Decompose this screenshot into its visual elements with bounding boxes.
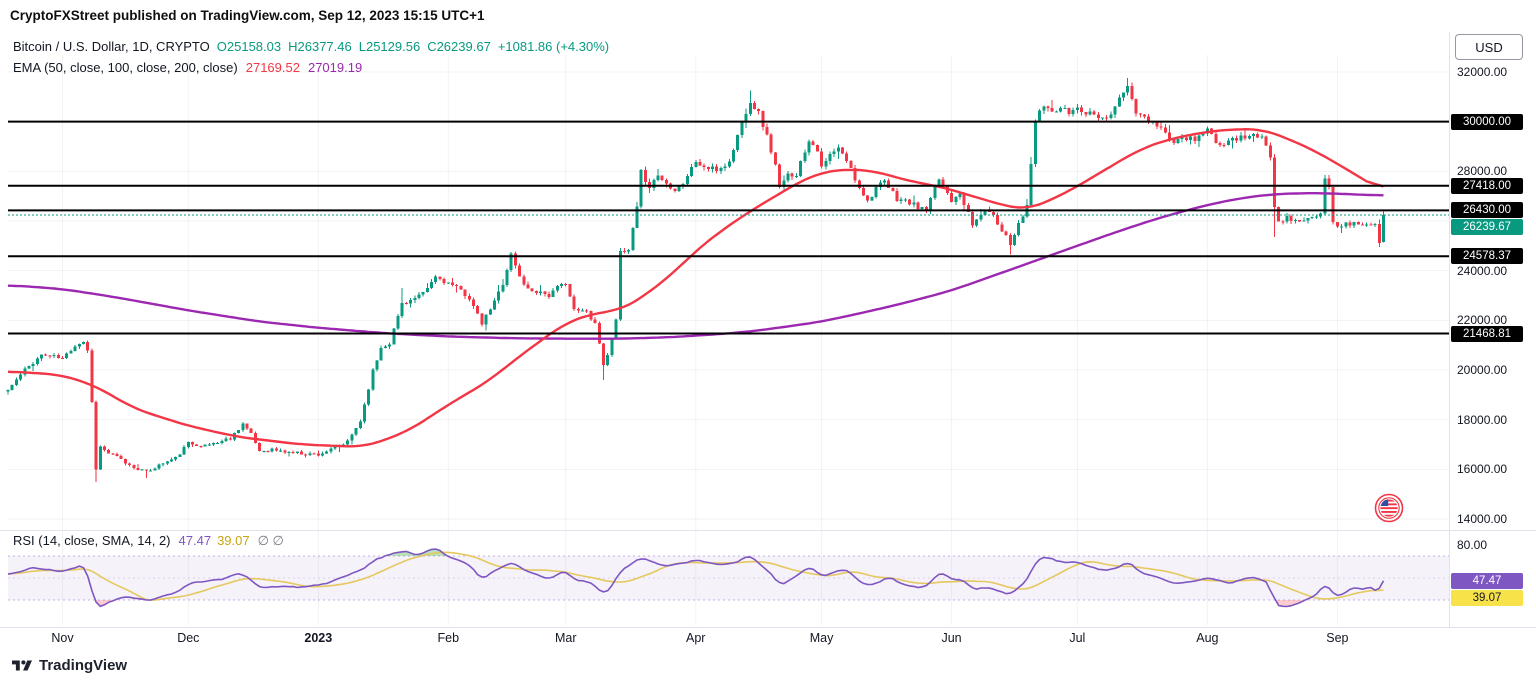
time-axis-label: Sep [1326, 631, 1349, 645]
ema200-value: 27019.19 [307, 60, 363, 75]
rsi-legend: RSI (14, close, SMA, 14, 2) 47.47 39.07 ∅ ∅ [13, 533, 284, 549]
symbol-title[interactable]: Bitcoin / U.S. Dollar, 1D, CRYPTO [13, 39, 210, 54]
price-level-badge: 21468.81 [1451, 325, 1523, 342]
tradingview-logo-icon [12, 660, 32, 671]
price-level-badge: 26430.00 [1451, 202, 1523, 219]
rsi-ma-line[interactable] [7, 551, 1384, 602]
ohlc-close: C26239.67 [427, 39, 491, 54]
time-axis-label: 2023 [304, 631, 333, 645]
time-axis-label: Apr [686, 631, 706, 645]
price-level-badge: 30000.00 [1451, 113, 1523, 130]
rsi-ma-badge: 39.07 [1451, 589, 1523, 606]
chart-legend: Bitcoin / U.S. Dollar, 1D, CRYPTO O25158.… [13, 36, 609, 78]
time-axis-label: Mar [554, 631, 577, 645]
time-axis-label: Dec [177, 631, 200, 645]
price-tick-label: 16000.00 [1457, 462, 1508, 477]
time-axis-label: Feb [437, 631, 460, 645]
price-level-badge: 26239.67 [1451, 219, 1523, 236]
ema50-line[interactable] [7, 127, 1384, 448]
attribution-text: CryptoFXStreet published on TradingView.… [10, 7, 485, 23]
price-tick-label: 28000.00 [1457, 164, 1508, 179]
price-tick-label: 32000.00 [1457, 65, 1508, 79]
rsi-line[interactable] [7, 548, 1385, 608]
price-tick-label: 20000.00 [1457, 363, 1508, 377]
time-axis-label: May [809, 631, 834, 645]
rsi-value-badge: 47.47 [1451, 572, 1523, 589]
price-level-badge: 27418.00 [1451, 177, 1523, 194]
ema200-line[interactable] [7, 192, 1384, 340]
ema-indicator-label[interactable]: EMA (50, close, 100, close, 200, close) [13, 60, 238, 75]
ohlc-low: L25129.56 [358, 39, 421, 54]
rsi-indicator-label[interactable]: RSI (14, close, SMA, 14, 2) [13, 533, 171, 548]
price-change: +1081.86 (+4.30%) [497, 39, 610, 54]
time-axis-label: Aug [1196, 631, 1219, 645]
rsi-hidden-values: ∅ ∅ [257, 533, 284, 548]
attribution-bar: CryptoFXStreet published on TradingView.… [0, 0, 1536, 30]
rsi-ma-value: 39.07 [217, 533, 250, 548]
rsi-tick-label: 80.00 [1457, 538, 1488, 552]
price-tick-label: 24000.00 [1457, 263, 1508, 278]
ema50-value: 27169.52 [245, 60, 300, 75]
legend-row-symbol: Bitcoin / U.S. Dollar, 1D, CRYPTO O25158.… [13, 36, 609, 57]
time-axis-label: Nov [51, 631, 74, 645]
price-tick-label: 14000.00 [1457, 512, 1508, 526]
ohlc-open: O25158.03 [216, 39, 282, 54]
us-flag-marker-icon[interactable] [1374, 493, 1404, 523]
price-tick-label: 18000.00 [1457, 412, 1508, 427]
rsi-value: 47.47 [178, 533, 212, 548]
currency-toggle-button[interactable]: USD [1455, 34, 1523, 60]
time-axis-label: Jun [941, 631, 962, 645]
price-tick-label: 22000.00 [1457, 313, 1508, 328]
candles [6, 78, 1385, 482]
ohlc-high: H26377.46 [288, 39, 352, 54]
time-axis-label: Jul [1069, 631, 1086, 645]
price-level-badge: 24578.37 [1451, 248, 1523, 265]
tradingview-logo[interactable]: TradingView [12, 657, 127, 674]
tradingview-logo-text: TradingView [39, 657, 128, 674]
legend-row-ema: EMA (50, close, 100, close, 200, close) 2… [13, 57, 609, 78]
support-resistance-lines[interactable] [8, 120, 1449, 335]
